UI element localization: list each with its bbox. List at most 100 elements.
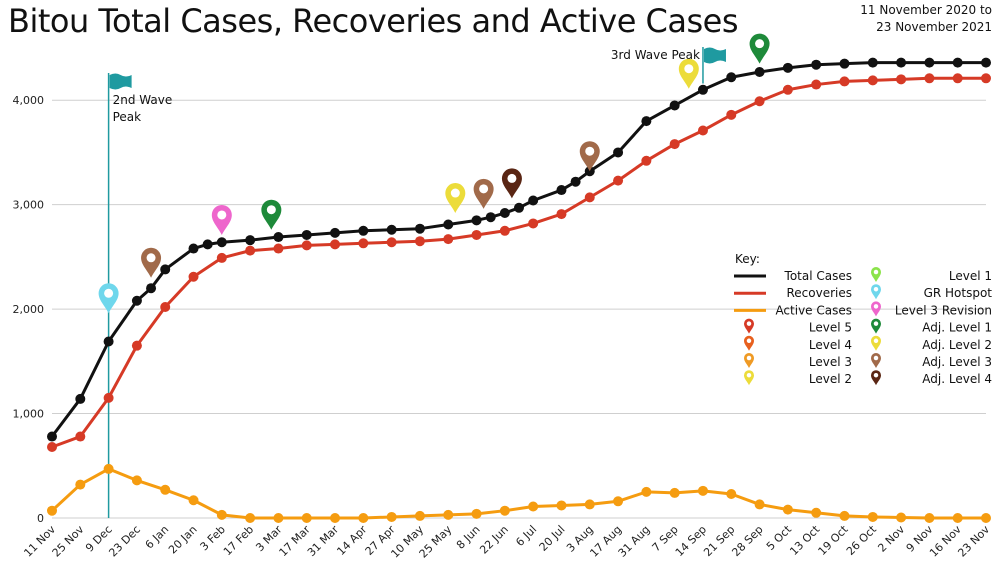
pin-body	[579, 141, 600, 172]
data-point	[499, 208, 510, 219]
pin-body	[261, 199, 282, 230]
data-point	[613, 147, 624, 158]
legend-title: Key:	[735, 252, 760, 266]
data-point	[245, 245, 256, 256]
y-tick-label: 3,000	[13, 199, 45, 212]
data-point	[301, 229, 312, 240]
data-point	[330, 513, 341, 523]
legend-pin-swatch	[871, 335, 881, 351]
data-point	[514, 202, 524, 213]
data-point	[556, 500, 567, 511]
data-point	[613, 175, 624, 186]
data-point	[273, 513, 284, 523]
annotation-flag	[703, 47, 726, 64]
data-point	[471, 215, 482, 226]
data-point	[896, 512, 907, 523]
data-point	[386, 224, 397, 235]
data-point	[528, 218, 539, 229]
legend-label: Level 1	[949, 269, 992, 283]
chart-title: Bitou Total Cases, Recoveries and Active…	[8, 2, 739, 40]
pin-hole	[746, 355, 752, 361]
data-point	[146, 283, 157, 294]
x-tick-label: 25 May	[417, 523, 455, 561]
x-tick-label: 31 Aug	[616, 523, 653, 560]
x-tick-label: 6 Jul	[513, 523, 539, 549]
pin-body	[678, 58, 699, 89]
data-point	[584, 499, 595, 510]
data-point	[697, 125, 708, 136]
data-point	[216, 237, 227, 248]
data-point	[641, 486, 652, 497]
data-point	[528, 195, 539, 206]
y-tick-label: 1,000	[13, 408, 45, 421]
legend-pin-swatch	[744, 370, 754, 386]
legend-label: Recoveries	[786, 286, 852, 300]
x-tick-label: 23 Nov	[955, 523, 992, 560]
pin-hole	[684, 64, 694, 74]
data-point	[301, 240, 312, 251]
data-point	[811, 507, 822, 518]
data-point	[556, 209, 567, 220]
pin-body	[141, 247, 162, 278]
map-pin-marker	[678, 58, 699, 89]
data-point	[47, 505, 57, 516]
data-point	[952, 513, 963, 523]
data-point	[669, 487, 680, 498]
data-point	[924, 57, 935, 68]
pin-hole	[266, 205, 276, 215]
pin-body	[871, 301, 881, 317]
data-point	[160, 302, 171, 313]
series-line-recoveries	[51, 76, 986, 449]
data-point	[414, 510, 425, 521]
data-point	[697, 84, 708, 95]
data-point	[47, 441, 57, 452]
pin-body	[744, 318, 754, 334]
date-range: 11 November 2020 to 23 November 2021	[860, 2, 992, 36]
x-tick-label: 22 Jun	[477, 523, 511, 557]
data-point	[160, 264, 171, 275]
x-tick-label: 20 Jul	[537, 523, 568, 554]
data-point	[216, 252, 227, 263]
data-point	[75, 393, 86, 404]
pin-body	[445, 183, 466, 214]
data-point	[386, 511, 397, 522]
pin-body	[98, 283, 119, 314]
data-point	[330, 227, 341, 238]
data-point	[896, 74, 907, 85]
x-tick-label: 31 Mar	[305, 523, 342, 560]
data-point	[754, 499, 765, 510]
legend-pin-swatch	[871, 318, 881, 334]
legend-label: GR Hotspot	[924, 286, 993, 300]
map-pin-marker	[749, 33, 770, 64]
pin-body	[473, 178, 494, 209]
x-tick-label: 14 Apr	[334, 523, 369, 558]
pin-body	[744, 335, 754, 351]
data-point	[443, 234, 454, 245]
legend-pin-swatch	[744, 335, 754, 351]
annotation-label: Peak	[113, 110, 142, 124]
pin-body	[749, 33, 770, 64]
data-point	[867, 511, 878, 522]
x-tick-label: 17 Feb	[221, 523, 256, 558]
map-pin-marker	[98, 283, 119, 314]
data-point	[188, 495, 199, 506]
data-point	[273, 243, 284, 254]
pin-hole	[479, 184, 489, 194]
pin-hole	[873, 321, 879, 326]
legend-pin-swatch	[744, 318, 754, 334]
data-point	[839, 58, 850, 69]
pin-body	[871, 284, 881, 300]
pin-hole	[746, 321, 752, 326]
data-point	[160, 484, 171, 495]
data-point	[981, 57, 991, 68]
x-tick-label: 19 Oct	[816, 522, 851, 557]
data-point	[754, 96, 765, 107]
legend-label: Adj. Level 4	[922, 372, 992, 386]
data-point	[669, 139, 680, 150]
x-tick-label: 25 Nov	[50, 523, 87, 560]
data-point	[188, 271, 199, 282]
data-point	[499, 505, 510, 516]
x-tick-label: 2 Nov	[875, 523, 907, 555]
data-point	[358, 238, 369, 249]
